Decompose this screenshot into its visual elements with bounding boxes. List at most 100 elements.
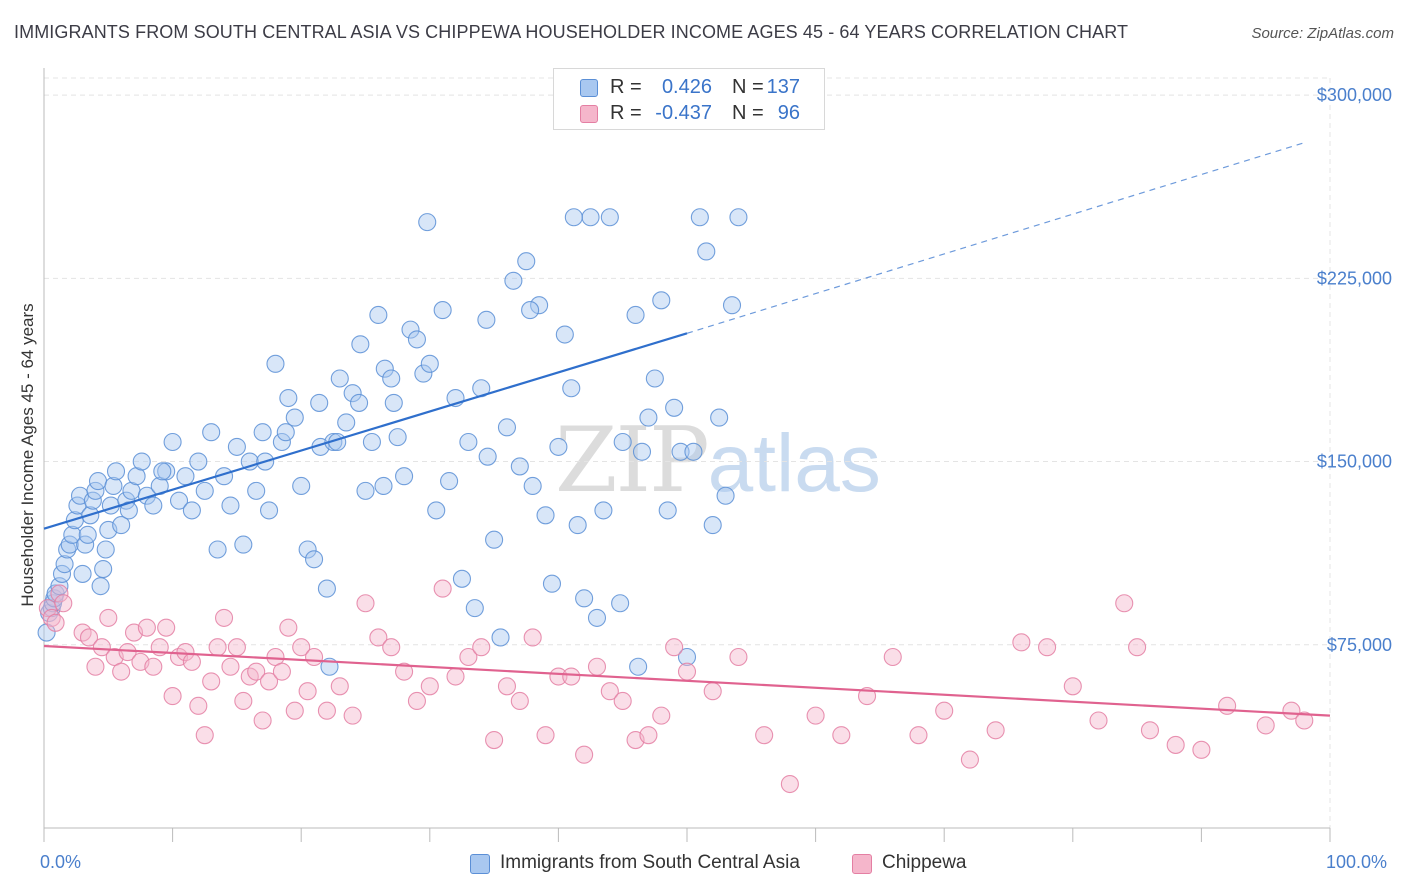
data-point-pink — [305, 647, 324, 667]
legend-n-value: 137 — [766, 76, 800, 98]
data-point-pink — [253, 711, 272, 730]
data-point-blue — [208, 540, 227, 559]
data-point-blue — [729, 208, 748, 227]
data-point-blue — [677, 647, 697, 667]
data-point-pink — [395, 662, 414, 681]
data-point-pink — [909, 726, 928, 745]
data-point-pink — [163, 687, 182, 706]
data-point-pink — [46, 613, 65, 632]
data-point-blue — [182, 501, 201, 520]
data-point-pink — [883, 647, 902, 667]
data-point-blue — [722, 296, 742, 315]
data-point-blue — [112, 516, 131, 535]
data-point-blue — [272, 432, 291, 452]
data-point-pink — [1218, 696, 1237, 715]
data-point-blue — [629, 657, 648, 676]
data-point-pink — [459, 647, 478, 667]
data-point-blue — [285, 408, 304, 427]
data-point-blue — [163, 432, 182, 452]
data-point-blue — [153, 462, 172, 481]
data-point-blue — [253, 423, 272, 442]
data-point-blue — [613, 432, 632, 452]
data-point-blue — [259, 501, 279, 520]
data-point-blue — [94, 559, 113, 579]
data-point-pink — [202, 672, 221, 691]
data-point-blue — [298, 540, 317, 559]
data-point-pink — [485, 731, 504, 750]
bottom-legend-label-pink: Chippewa — [882, 852, 967, 873]
data-point-pink — [292, 638, 311, 657]
data-point-pink — [1063, 677, 1082, 696]
data-point-blue — [542, 574, 562, 593]
data-point-blue — [594, 501, 613, 520]
source-credit: Source: ZipAtlas.com — [1251, 25, 1394, 42]
correlation-legend: R = 0.426 N = 137 R = -0.437 N = 96 — [553, 68, 825, 130]
data-point-blue — [63, 525, 82, 544]
data-point-blue — [418, 213, 437, 232]
data-point-pink — [298, 682, 317, 701]
x-tick-label-max: 100.0% — [1326, 852, 1388, 872]
data-point-pink — [137, 618, 156, 637]
data-point-blue — [549, 437, 568, 456]
data-point-pink — [600, 682, 619, 701]
data-point-blue — [600, 208, 619, 227]
data-point-pink — [195, 726, 214, 745]
x-tick-label-min: 0.0% — [40, 852, 82, 872]
data-point-blue — [351, 335, 370, 354]
data-point-blue — [132, 452, 151, 471]
data-point-blue — [645, 369, 664, 388]
data-point-blue — [169, 491, 189, 510]
data-point-pink — [446, 667, 465, 686]
data-point-blue — [564, 208, 583, 227]
data-point-pink — [1256, 716, 1275, 735]
data-point-blue — [568, 516, 587, 535]
data-point-blue — [523, 476, 542, 496]
data-point-pink — [523, 628, 542, 647]
data-point-blue — [658, 501, 677, 520]
data-point-blue — [144, 496, 163, 515]
data-point-blue — [330, 369, 349, 388]
data-point-blue — [581, 208, 600, 227]
y-tick-label: $300,000 — [1317, 85, 1392, 105]
data-point-blue — [104, 476, 123, 496]
data-point-blue — [665, 398, 684, 417]
chart-title: IMMIGRANTS FROM SOUTH CENTRAL ASIA VS CH… — [14, 22, 1129, 42]
data-point-blue — [690, 208, 709, 227]
data-point-blue — [401, 320, 420, 339]
data-point-blue — [478, 447, 497, 466]
legend-swatch-blue — [580, 79, 598, 97]
watermark-zip: ZIP — [555, 408, 710, 513]
data-point-pink — [317, 701, 336, 720]
data-point-blue — [684, 442, 703, 461]
data-point-blue — [440, 472, 459, 491]
data-point-pink — [472, 638, 491, 657]
data-point-blue — [337, 413, 356, 432]
data-point-blue — [639, 408, 658, 427]
data-point-blue — [491, 628, 510, 647]
data-point-blue — [157, 462, 176, 481]
data-point-blue — [716, 486, 735, 505]
data-point-blue — [626, 305, 645, 325]
data-point-blue — [374, 476, 393, 496]
data-point-blue — [78, 525, 97, 544]
data-point-blue — [266, 354, 285, 373]
data-point-pink — [960, 750, 979, 769]
data-point-blue — [343, 384, 362, 403]
data-point-blue — [536, 506, 555, 525]
data-point-blue — [362, 432, 381, 452]
watermark-atlas: atlas — [707, 418, 881, 509]
data-point-blue — [382, 369, 401, 388]
data-point-blue — [427, 501, 446, 520]
data-point-pink — [99, 608, 118, 627]
data-point-pink — [118, 643, 137, 662]
legend-n-label: N = — [732, 76, 764, 98]
data-point-blue — [96, 540, 115, 559]
data-point-blue — [189, 452, 208, 471]
legend-row-blue: R = 0.426 N = 137 — [554, 75, 824, 101]
data-point-pink — [703, 682, 722, 701]
data-point-blue — [202, 423, 221, 442]
data-point-pink — [639, 726, 658, 745]
data-point-blue — [459, 432, 478, 452]
legend-n-value: 96 — [777, 102, 800, 124]
data-point-pink — [1038, 638, 1057, 657]
